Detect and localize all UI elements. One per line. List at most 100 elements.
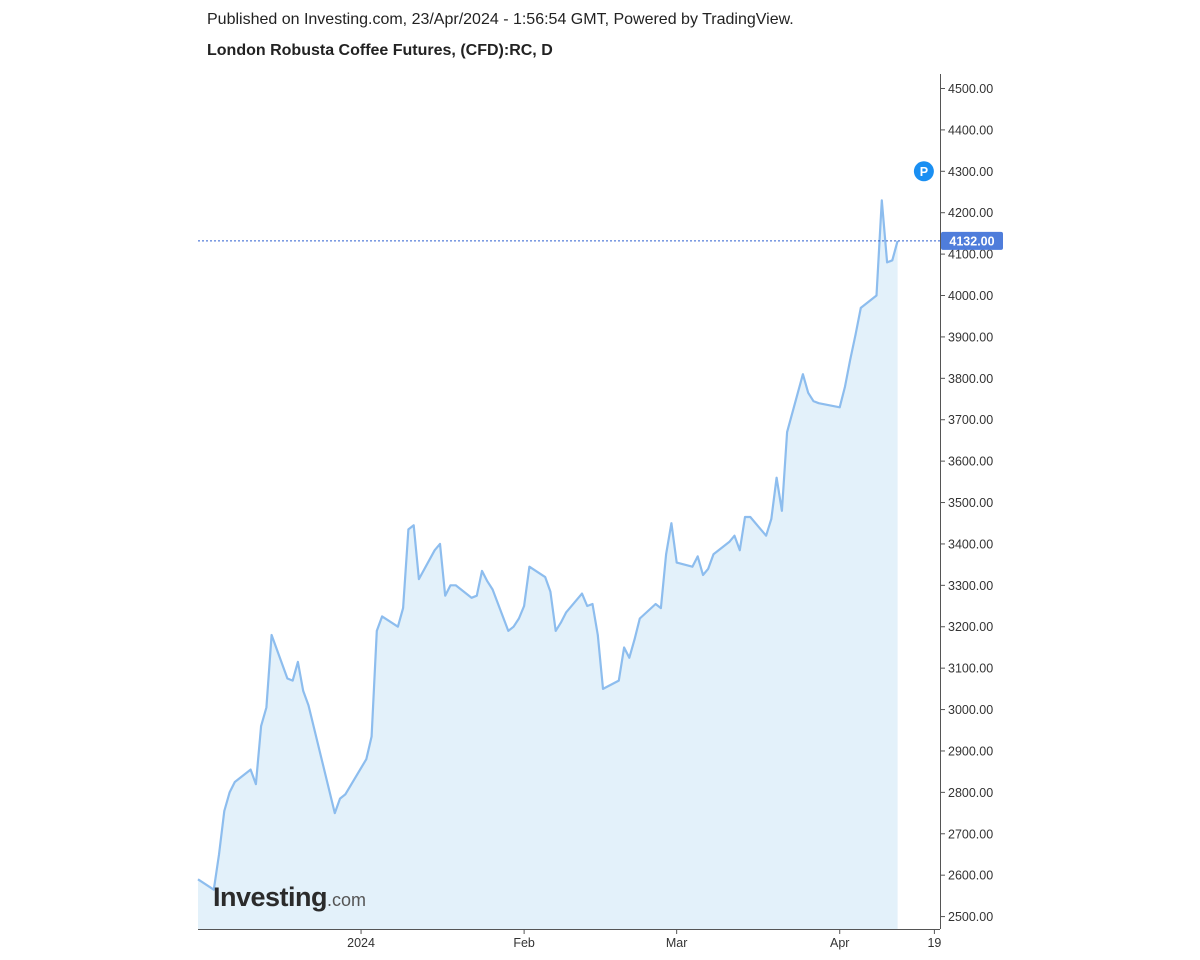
y-tick-label: 4500.00 <box>948 82 993 96</box>
overlays: 4132.00 P <box>198 161 1003 250</box>
data-point <box>444 595 446 597</box>
y-tick-label: 3800.00 <box>948 372 993 386</box>
data-point <box>234 781 236 783</box>
data-point <box>228 791 230 793</box>
data-point <box>586 605 588 607</box>
data-point <box>402 607 404 609</box>
data-point <box>302 690 304 692</box>
data-point <box>854 334 856 336</box>
data-point <box>407 528 409 530</box>
data-point <box>660 607 662 609</box>
data-point <box>807 392 809 394</box>
data-point <box>565 611 567 613</box>
y-tick-label: 3100.00 <box>948 662 993 676</box>
data-point <box>549 590 551 592</box>
data-point <box>818 402 820 404</box>
data-point <box>381 615 383 617</box>
data-point <box>523 605 525 607</box>
data-point <box>491 588 493 590</box>
data-point <box>639 617 641 619</box>
data-point <box>775 477 777 479</box>
data-point <box>875 294 877 296</box>
data-point <box>728 541 730 543</box>
data-point <box>197 878 199 880</box>
y-tick-label: 4400.00 <box>948 123 993 137</box>
data-point <box>297 661 299 663</box>
data-point <box>449 584 451 586</box>
y-tick-label: 2800.00 <box>948 786 993 800</box>
published-info: Published on Investing.com, 23/Apr/2024 … <box>207 11 794 28</box>
data-point <box>881 199 883 201</box>
y-tick-label: 3000.00 <box>948 703 993 717</box>
data-point <box>418 578 420 580</box>
data-point <box>455 584 457 586</box>
data-point <box>260 725 262 727</box>
y-tick-label: 2600.00 <box>948 869 993 883</box>
data-point <box>676 561 678 563</box>
data-point <box>476 595 478 597</box>
data-point <box>697 555 699 557</box>
data-point <box>339 797 341 799</box>
data-point <box>844 385 846 387</box>
data-point <box>739 549 741 551</box>
data-point <box>597 634 599 636</box>
y-tick-label: 2700.00 <box>948 827 993 841</box>
y-tick-label: 3900.00 <box>948 330 993 344</box>
x-tick-label: 19 <box>927 936 941 950</box>
data-point <box>712 553 714 555</box>
data-point <box>744 516 746 518</box>
data-point <box>286 677 288 679</box>
data-point <box>654 603 656 605</box>
data-point <box>218 853 220 855</box>
data-point <box>397 626 399 628</box>
data-point <box>839 406 841 408</box>
data-point <box>560 621 562 623</box>
data-point <box>486 580 488 582</box>
data-point <box>481 570 483 572</box>
y-tick-label: 3500.00 <box>948 496 993 510</box>
data-point <box>670 522 672 524</box>
y-tick-label: 3600.00 <box>948 455 993 469</box>
last-price-label: 4132.00 <box>949 234 994 248</box>
y-tick-label: 3200.00 <box>948 620 993 634</box>
x-tick-label: 2024 <box>347 936 375 950</box>
data-point <box>413 524 415 526</box>
y-tick-label: 4100.00 <box>948 248 993 262</box>
data-point <box>628 657 630 659</box>
event-marker-icon <box>913 161 934 182</box>
chart-title: London Robusta Coffee Futures, (CFD):RC,… <box>207 42 553 59</box>
y-tick-label: 4200.00 <box>948 206 993 220</box>
data-point <box>770 518 772 520</box>
data-point <box>633 638 635 640</box>
data-point <box>691 566 693 568</box>
y-tick-label: 2900.00 <box>948 744 993 758</box>
data-point <box>223 810 225 812</box>
data-point <box>255 783 257 785</box>
data-point <box>581 592 583 594</box>
price-line <box>197 199 899 891</box>
data-point <box>507 630 509 632</box>
data-point <box>370 735 372 737</box>
data-point <box>786 431 788 433</box>
data-point <box>849 359 851 361</box>
data-point <box>802 373 804 375</box>
data-point <box>292 679 294 681</box>
y-tick-label: 3400.00 <box>948 537 993 551</box>
data-point <box>781 510 783 512</box>
axes: 4500.00 4400.00 4300.00 4200.00 4100.00 4000.… <box>198 74 993 950</box>
data-point <box>891 259 893 261</box>
data-point <box>812 400 814 402</box>
data-point <box>707 568 709 570</box>
y-tick-label: 3300.00 <box>948 579 993 593</box>
y-tick-label: 3700.00 <box>948 413 993 427</box>
x-tick-label: Apr <box>830 936 849 950</box>
data-point <box>307 704 309 706</box>
data-point <box>733 535 735 537</box>
data-point <box>365 758 367 760</box>
data-point <box>518 617 520 619</box>
y-tick-label: 4000.00 <box>948 289 993 303</box>
y-tick-label: 4300.00 <box>948 165 993 179</box>
data-point <box>544 576 546 578</box>
data-point <box>376 630 378 632</box>
